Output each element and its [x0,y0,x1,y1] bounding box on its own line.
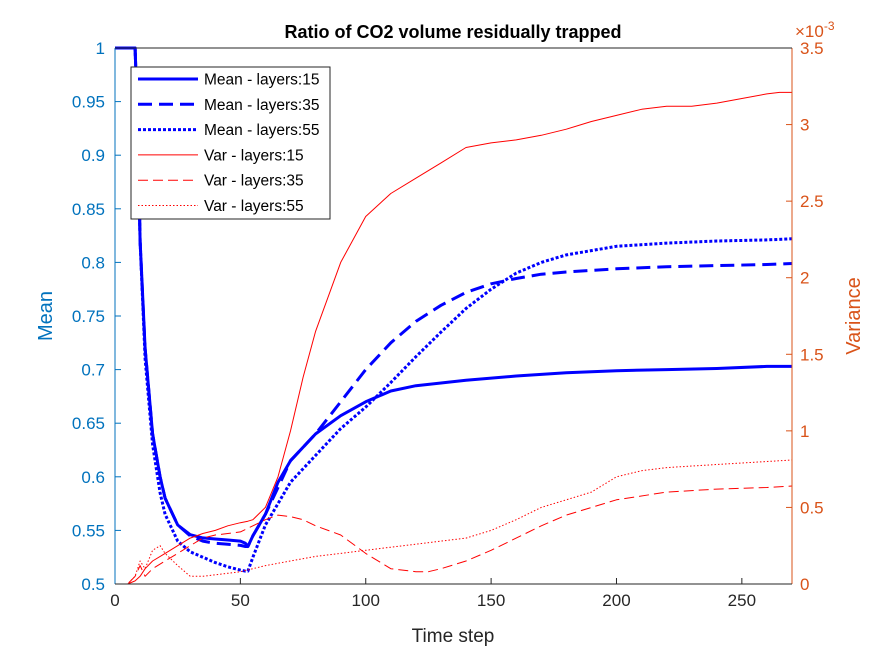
left-tick-label: 0.9 [81,146,105,165]
left-tick-label: 0.75 [72,307,105,326]
series-line-5 [115,485,793,585]
x-tick-label: 200 [602,591,630,610]
series-layer [115,46,793,585]
right-tick-label: 1.5 [800,345,824,364]
series-line-4 [115,91,792,585]
right-tick-label: 3.5 [800,39,824,58]
right-tick-label: 2.5 [800,192,824,211]
left-tick-label: 0.95 [72,93,105,112]
legend-label: Mean - layers:55 [204,122,319,139]
legend-box [130,66,331,220]
left-tick-label: 0.85 [72,200,105,219]
right-axis-ticks: 0 0.5 1 1.5 2 2.5 3 3.5 [786,39,824,594]
left-tick-label: 1 [96,39,105,58]
right-tick-label: 3 [800,116,809,135]
legend-label: Var - layers:15 [204,147,304,164]
legend-label: Mean - layers:35 [204,97,319,114]
series-line-3 [115,46,793,573]
right-axis-exponent: ×10-3 [795,19,835,41]
right-tick-label: 0 [800,575,809,594]
x-axis-ticks: 0 50 100 150 200 250 [110,578,756,610]
chart-title: Ratio of CO2 volume residually trapped [284,22,621,42]
right-tick-label: 2 [800,269,809,288]
x-tick-label: 100 [352,591,380,610]
left-tick-label: 0.65 [72,414,105,433]
right-axis-label: Variance [843,277,865,354]
legend: Mean - layers:15 Mean - layers:35 Mean - l… [130,66,331,220]
x-tick-label: 150 [477,591,505,610]
left-tick-label: 0.55 [72,521,105,540]
series-line-6 [115,459,793,585]
x-tick-label: 50 [231,591,250,610]
left-tick-label: 0.6 [81,468,105,487]
x-axis-label: Time step [412,626,495,647]
left-tick-label: 0.5 [81,575,105,594]
right-tick-label: 0.5 [800,498,824,517]
left-axis-ticks: 0.5 0.55 0.6 0.65 0.7 0.75 0.8 0.85 0.9 0.95 1 [72,39,121,594]
x-tick-label: 250 [728,591,756,610]
legend-label: Var - layers:35 [204,173,304,190]
x-tick-label: 0 [110,591,119,610]
right-tick-label: 1 [800,422,809,441]
left-tick-label: 0.7 [81,361,105,380]
legend-label: Var - layers:55 [204,198,304,215]
left-axis-label: Mean [35,291,57,341]
legend-label: Mean - layers:15 [204,72,319,89]
left-tick-label: 0.8 [81,253,105,272]
